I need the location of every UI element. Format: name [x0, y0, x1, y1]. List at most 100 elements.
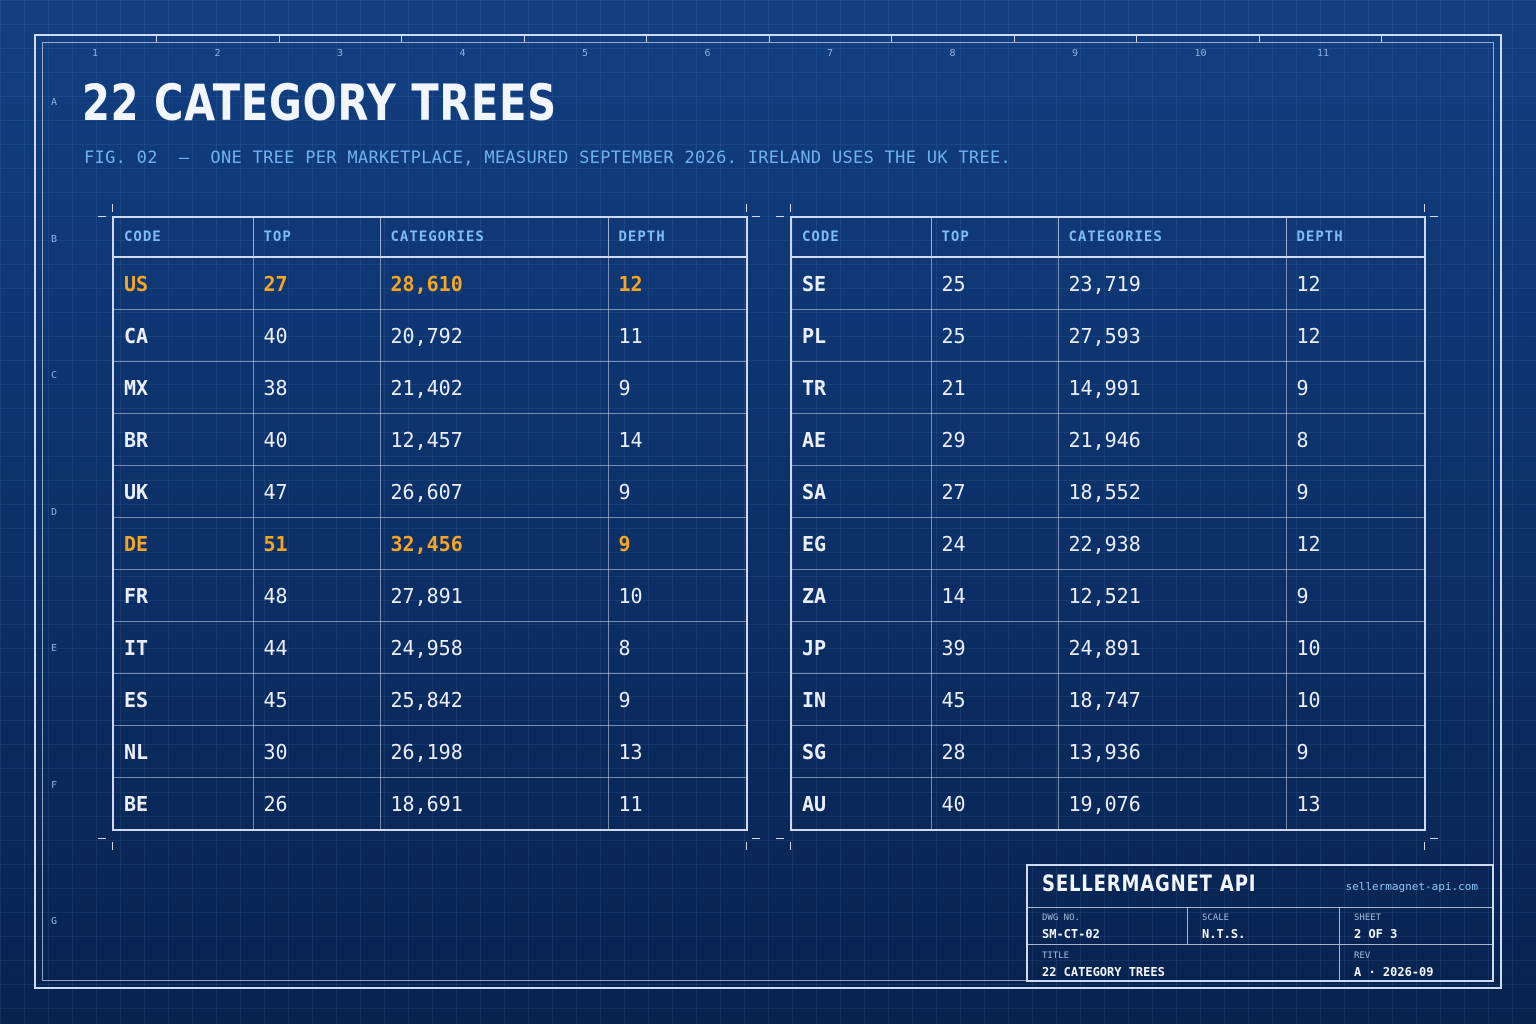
scale-label: SCALE [1202, 913, 1230, 923]
crop-mark [112, 842, 113, 850]
table-row: AU 40 19,076 13 [790, 777, 1426, 831]
cell-categories: 21,402 [379, 361, 609, 414]
cell-depth: 9 [607, 361, 748, 414]
grid-column-marker: 9 [1072, 48, 1079, 59]
sheet-label: SHEET [1354, 913, 1382, 923]
cell-categories: 22,938 [1057, 517, 1287, 570]
table-row: IT 44 24,958 8 [112, 621, 748, 674]
grid-row-marker: A [51, 97, 58, 108]
drawing-title-cell: TITLE 22 CATEGORY TREES [1028, 945, 1340, 980]
cell-categories: 12,521 [1057, 569, 1287, 622]
table-row: US 27 28,610 12 [112, 256, 748, 310]
cell-depth: 9 [1285, 361, 1426, 414]
cell-top: 25 [930, 309, 1059, 362]
cell-code: DE [112, 517, 254, 570]
table-header-row: CODE TOP CATEGORIES DEPTH [112, 216, 748, 258]
cell-categories: 18,552 [1057, 465, 1287, 518]
crop-mark [790, 204, 791, 212]
grid-row-marker: B [51, 233, 58, 245]
cell-depth: 13 [1285, 777, 1426, 831]
column-header: CATEGORIES [379, 216, 609, 258]
cell-depth: 12 [1285, 309, 1426, 362]
column-header: TOP [252, 216, 381, 258]
cell-depth: 12 [607, 256, 748, 310]
cell-depth: 8 [1285, 413, 1426, 466]
cell-top: 30 [252, 725, 381, 778]
cell-code: US [112, 256, 254, 310]
grid-column-tick [523, 36, 525, 42]
grid-row-marker: D [51, 506, 58, 518]
crop-mark [1424, 204, 1425, 212]
cell-top: 38 [252, 361, 381, 414]
revision-value: A · 2026-09 [1354, 965, 1434, 979]
cell-categories: 26,198 [379, 725, 609, 778]
cell-code: PL [790, 309, 932, 362]
cell-top: 47 [252, 465, 381, 518]
cell-categories: 18,747 [1057, 673, 1287, 726]
crop-mark [98, 216, 106, 217]
sheet-value: 2 OF 3 [1354, 927, 1398, 941]
grid-column-tick [1013, 36, 1015, 42]
cell-code: NL [112, 725, 254, 778]
cell-code: BE [112, 777, 254, 831]
grid-column-marker: 5 [582, 48, 589, 59]
table-row: SG 28 13,936 9 [790, 725, 1426, 778]
cell-categories: 25,842 [379, 673, 609, 726]
column-header: TOP [930, 216, 1059, 258]
cell-depth: 9 [1285, 569, 1426, 622]
crop-mark [98, 838, 106, 839]
table-row: ES 45 25,842 9 [112, 673, 748, 726]
cell-depth: 9 [607, 517, 748, 570]
cell-depth: 14 [607, 413, 748, 466]
cell-top: 51 [252, 517, 381, 570]
cell-code: SA [790, 465, 932, 518]
cell-categories: 19,076 [1057, 777, 1287, 831]
cell-categories: 27,891 [379, 569, 609, 622]
grid-column-marker: 11 [1317, 48, 1330, 59]
cell-categories: 32,456 [379, 517, 609, 570]
cell-top: 25 [930, 256, 1059, 310]
table-row: SA 27 18,552 9 [790, 465, 1426, 518]
table-row: JP 39 24,891 10 [790, 621, 1426, 674]
marketplace-table-right: CODE TOP CATEGORIES DEPTH SE 25 23,719 12 PL 25 2… [790, 216, 1426, 831]
cell-categories: 21,946 [1057, 413, 1287, 466]
cell-top: 14 [930, 569, 1059, 622]
grid-row-marker: F [51, 779, 58, 791]
column-header: DEPTH [607, 216, 748, 258]
table-row: PL 25 27,593 12 [790, 309, 1426, 362]
table-row: IN 45 18,747 10 [790, 673, 1426, 726]
cell-depth: 12 [1285, 517, 1426, 570]
table-row: UK 47 26,607 9 [112, 465, 748, 518]
table-header-row: CODE TOP CATEGORIES DEPTH [790, 216, 1426, 258]
cell-code: CA [112, 309, 254, 362]
cell-code: EG [790, 517, 932, 570]
cell-code: AU [790, 777, 932, 831]
sheet-cell: SHEET 2 OF 3 [1340, 907, 1492, 945]
cell-code: SG [790, 725, 932, 778]
cell-top: 29 [930, 413, 1059, 466]
table-row: ZA 14 12,521 9 [790, 569, 1426, 622]
cell-code: SE [790, 256, 932, 310]
cell-categories: 28,610 [379, 256, 609, 310]
crop-mark [790, 842, 791, 850]
crop-mark [1430, 838, 1438, 839]
cell-code: MX [112, 361, 254, 414]
table-row: EG 24 22,938 12 [790, 517, 1426, 570]
cell-categories: 13,936 [1057, 725, 1287, 778]
column-header: DEPTH [1285, 216, 1426, 258]
cell-code: IN [790, 673, 932, 726]
cell-top: 26 [252, 777, 381, 831]
grid-column-marker: 1 [92, 48, 99, 59]
cell-depth: 10 [607, 569, 748, 622]
drawing-title-value: 22 CATEGORY TREES [1042, 965, 1165, 979]
scale-cell: SCALE N.T.S. [1188, 907, 1340, 945]
table-row: MX 38 21,402 9 [112, 361, 748, 414]
cell-depth: 9 [1285, 465, 1426, 518]
grid-column-marker: 3 [337, 48, 344, 59]
revision-cell: REV A · 2026-09 [1340, 945, 1492, 980]
cell-code: ES [112, 673, 254, 726]
table-row: SE 25 23,719 12 [790, 256, 1426, 310]
table-row: BE 26 18,691 11 [112, 777, 748, 831]
cell-categories: 20,792 [379, 309, 609, 362]
cell-depth: 12 [1285, 256, 1426, 310]
